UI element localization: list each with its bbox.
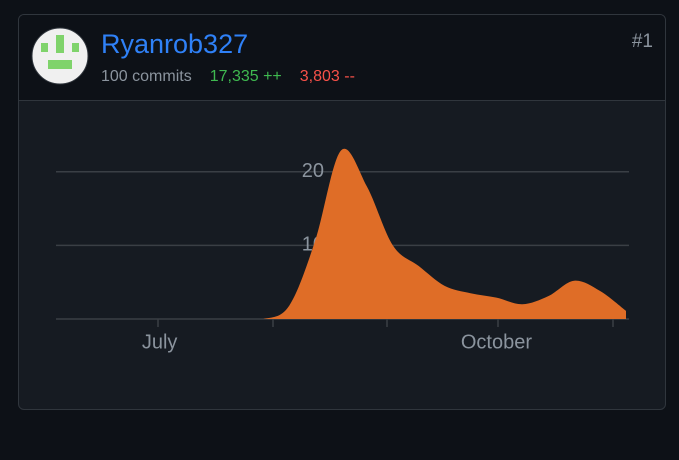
card-header: Ryanrob327 100 commits 17,335 ++ 3,803 -- … (19, 15, 665, 101)
commits[interactable]: 100 commits (101, 68, 192, 85)
contributor-card: Ryanrob327 100 commits 17,335 ++ 3,803 -- … (18, 14, 666, 410)
avatar[interactable] (31, 27, 89, 85)
stats: 100 commits 17,335 ++ 3,803 -- (101, 68, 355, 86)
y-tick-label: 20 (302, 160, 324, 182)
x-tick-label: July (142, 331, 178, 353)
rank: #1 (631, 31, 653, 52)
deletions: 3,803 -- (299, 68, 355, 85)
area (56, 148, 626, 319)
user-name[interactable]: Ryanrob327 (101, 29, 249, 59)
additions: 17,335 ++ (209, 68, 282, 85)
x-month-ticks (157, 319, 614, 327)
x-tick-label: October (461, 331, 532, 353)
